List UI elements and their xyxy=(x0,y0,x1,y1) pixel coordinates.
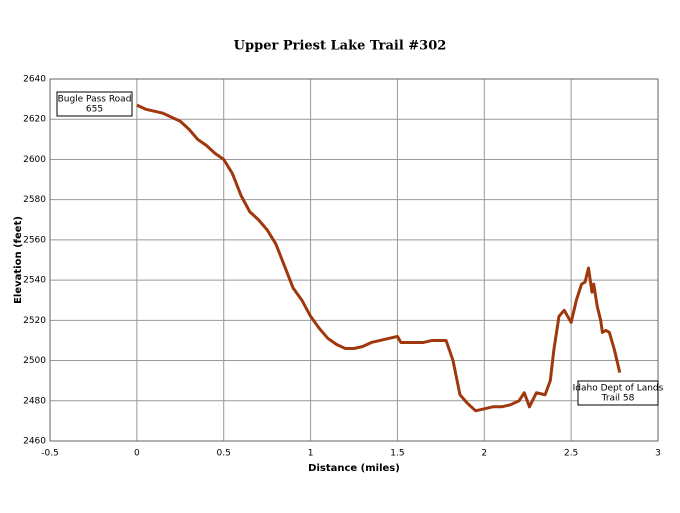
plot-border xyxy=(49,78,659,442)
annotation-box xyxy=(577,380,659,406)
x-tick-label: 2 xyxy=(481,449,487,459)
x-tick-label: 0.5 xyxy=(217,449,231,459)
x-tick-label: 3 xyxy=(655,449,661,459)
y-tick-label: 2600 xyxy=(23,155,46,165)
annotation-text: 655 xyxy=(86,105,103,115)
y-tick-label: 2520 xyxy=(23,316,46,326)
x-tick-label: 0 xyxy=(134,449,140,459)
x-tick-label: 2.5 xyxy=(564,449,578,459)
x-tick-label: 1.5 xyxy=(390,449,404,459)
annotation-text: Idaho Dept of Lands xyxy=(573,384,664,394)
x-axis-title: Distance (miles) xyxy=(308,463,400,474)
y-tick-label: 2460 xyxy=(23,437,46,447)
chart-title: Upper Priest Lake Trail #302 xyxy=(234,39,447,54)
y-tick-label: 2640 xyxy=(23,75,46,85)
annotation-text: Bugle Pass Road xyxy=(58,95,132,105)
annotation-text: Trail 58 xyxy=(601,394,635,404)
x-tick-label: 1 xyxy=(308,449,314,459)
y-tick-label: 2560 xyxy=(23,235,46,245)
y-tick-label: 2540 xyxy=(23,276,46,286)
y-tick-label: 2620 xyxy=(23,115,46,125)
y-axis-title: Elevation (feet) xyxy=(13,216,24,304)
annotation-box xyxy=(56,91,133,117)
line xyxy=(136,103,622,413)
y-tick-label: 2500 xyxy=(23,356,46,366)
x-tick-label: -0.5 xyxy=(41,449,59,459)
y-tick-label: 2580 xyxy=(23,195,46,205)
y-tick-label: 2480 xyxy=(23,396,46,406)
